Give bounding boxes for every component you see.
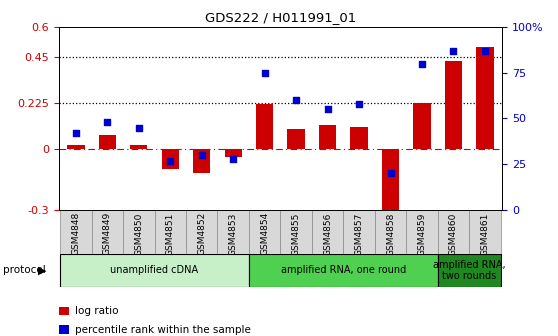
Text: GSM4858: GSM4858 [386, 212, 395, 256]
Bar [123, 210, 155, 254]
Bar [350, 127, 368, 149]
Text: GSM4849: GSM4849 [103, 212, 112, 255]
Text: GSM4853: GSM4853 [229, 212, 238, 256]
Bar [280, 210, 312, 254]
Point [103, 119, 112, 125]
Text: GSM4856: GSM4856 [323, 212, 332, 256]
Title: GDS222 / H011991_01: GDS222 / H011991_01 [205, 11, 356, 24]
Bar [256, 104, 273, 149]
Bar [92, 210, 123, 254]
Point [166, 158, 175, 163]
Text: GSM4852: GSM4852 [197, 212, 206, 255]
Text: ▶: ▶ [38, 265, 46, 275]
Bar [60, 210, 92, 254]
Bar [406, 210, 437, 254]
Text: GSM4860: GSM4860 [449, 212, 458, 256]
Point [229, 156, 238, 161]
Bar [469, 210, 501, 254]
Bar [99, 135, 116, 149]
Bar [319, 125, 336, 149]
Bar [287, 129, 305, 149]
Bar [162, 149, 179, 169]
Point [260, 70, 269, 75]
Point [134, 125, 143, 130]
Bar [130, 145, 147, 149]
Bar [155, 210, 186, 254]
Bar [68, 145, 85, 149]
Point [323, 107, 332, 112]
Text: GSM4848: GSM4848 [71, 212, 80, 255]
Bar [186, 210, 218, 254]
Text: amplified RNA, one round: amplified RNA, one round [281, 265, 406, 276]
Point [198, 153, 206, 158]
Point [386, 171, 395, 176]
Text: GSM4861: GSM4861 [480, 212, 489, 256]
Point [292, 97, 301, 103]
Point [480, 48, 489, 53]
Text: GSM4851: GSM4851 [166, 212, 175, 256]
Text: GSM4859: GSM4859 [417, 212, 426, 256]
Point [354, 101, 363, 107]
Bar [375, 210, 406, 254]
Bar [60, 254, 249, 287]
Bar [224, 149, 242, 157]
Bar [413, 103, 431, 149]
Bar [249, 210, 280, 254]
Point [449, 48, 458, 53]
Bar [218, 210, 249, 254]
Text: GSM4857: GSM4857 [354, 212, 364, 256]
Text: GSM4855: GSM4855 [292, 212, 301, 256]
Bar [476, 47, 493, 149]
Bar [312, 210, 343, 254]
Bar [343, 210, 375, 254]
Bar [382, 149, 399, 226]
Bar [445, 61, 462, 149]
Bar [193, 149, 210, 173]
Text: amplified RNA,
two rounds: amplified RNA, two rounds [433, 260, 506, 281]
Point [417, 61, 426, 66]
Bar [249, 254, 437, 287]
Text: unamplified cDNA: unamplified cDNA [110, 265, 199, 276]
Bar [437, 210, 469, 254]
Text: GSM4850: GSM4850 [134, 212, 143, 256]
Bar [437, 254, 501, 287]
Text: log ratio: log ratio [75, 306, 119, 316]
Text: percentile rank within the sample: percentile rank within the sample [75, 325, 251, 335]
Text: GSM4854: GSM4854 [260, 212, 269, 255]
Point [71, 130, 80, 136]
Text: protocol: protocol [3, 265, 46, 275]
